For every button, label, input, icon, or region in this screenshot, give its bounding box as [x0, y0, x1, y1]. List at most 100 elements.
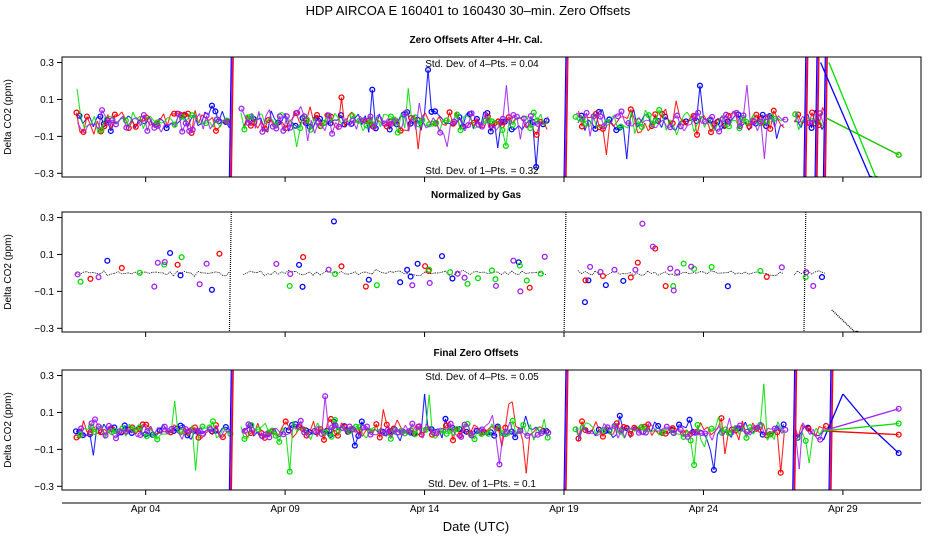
- y-tick-label: −0.1: [34, 132, 54, 143]
- series-segment: [408, 115, 413, 132]
- series-segment: [819, 428, 824, 436]
- series-segment: [145, 271, 150, 274]
- data-point: [294, 109, 301, 116]
- series-segment: [373, 115, 378, 128]
- x-tick-label: Apr 19: [549, 504, 579, 515]
- series-segment: [521, 270, 526, 275]
- series-segment: [156, 434, 162, 440]
- series-segment: [630, 109, 635, 120]
- data-point: [634, 259, 641, 266]
- series-segment: [504, 116, 510, 123]
- data-point: [449, 275, 456, 282]
- series-segment: [319, 272, 324, 276]
- data-point: [736, 422, 744, 429]
- data-point: [178, 254, 185, 261]
- series-segment: [647, 424, 653, 436]
- series-segment: [407, 88, 413, 121]
- series-segment: [380, 116, 385, 124]
- data-point: [299, 283, 306, 290]
- series-segment: [596, 125, 601, 128]
- series-segment: [312, 433, 317, 436]
- data-point: [447, 420, 454, 427]
- series-segment: [579, 425, 584, 439]
- series-segment: [516, 116, 521, 140]
- series-segment: [536, 114, 542, 121]
- plot-area: [73, 57, 902, 177]
- series-segment: [613, 425, 619, 439]
- data-point: [686, 416, 693, 423]
- series-segment: [296, 420, 302, 429]
- data-point: [207, 426, 214, 433]
- series-segment: [365, 271, 369, 274]
- data-point: [680, 260, 687, 267]
- series-segment: [585, 422, 590, 425]
- series-segment: [664, 271, 669, 275]
- series-segment: [760, 421, 765, 436]
- series-segment: [323, 270, 328, 274]
- series-segment: [425, 423, 431, 429]
- spike-line: [564, 370, 568, 490]
- series-segment: [544, 116, 549, 124]
- series-segment: [777, 118, 782, 122]
- series-segment: [136, 117, 141, 127]
- series-segment: [739, 425, 744, 432]
- series-segment: [80, 129, 85, 134]
- series-segment: [362, 125, 367, 131]
- series-gas4: [77, 393, 825, 470]
- series-segment: [394, 117, 399, 127]
- series-segment: [704, 116, 710, 122]
- data-point: [627, 430, 634, 437]
- series-segment: [386, 432, 392, 440]
- series-segment: [752, 427, 758, 435]
- series-segment: [222, 432, 227, 438]
- series-gas4: [74, 220, 817, 295]
- x-tick-label: Apr 24: [689, 504, 719, 515]
- data-point: [123, 124, 130, 131]
- data-point: [349, 117, 357, 124]
- series-segment: [703, 426, 708, 431]
- series-segment: [321, 125, 326, 131]
- series-segment: [387, 429, 392, 438]
- series-segment: [575, 112, 580, 115]
- series-segment: [443, 133, 448, 147]
- data-point: [602, 282, 609, 289]
- series-segment: [277, 271, 282, 275]
- series-segment: [303, 432, 309, 438]
- series-segment: [686, 117, 691, 126]
- panel-frame: [61, 56, 922, 178]
- series-segment: [645, 422, 650, 433]
- data-point: [297, 417, 304, 424]
- series-segment: [530, 115, 535, 126]
- data-point: [91, 416, 99, 423]
- series-segment: [623, 116, 628, 120]
- series-segment: [680, 429, 685, 437]
- data-point: [652, 117, 659, 124]
- data-point: [351, 442, 358, 449]
- series-segment: [759, 383, 765, 425]
- series-segment: [645, 119, 650, 122]
- series-segment: [818, 270, 823, 273]
- data-point: [458, 433, 465, 440]
- series-segment: [393, 270, 397, 273]
- series-segment: [592, 427, 597, 436]
- series-segment: [491, 415, 497, 438]
- series-segment: [780, 124, 785, 129]
- series-segment: [452, 272, 457, 277]
- series-segment: [128, 423, 134, 430]
- series-segment: [377, 114, 382, 118]
- series-segment: [105, 116, 110, 123]
- series-segment: [286, 432, 291, 436]
- data-point: [485, 430, 492, 437]
- data-point: [331, 416, 339, 424]
- series-segment: [156, 271, 160, 274]
- y-tick-label: −0.3: [34, 324, 54, 335]
- series-segment: [439, 119, 444, 132]
- series-segment: [225, 426, 230, 431]
- data-point: [484, 113, 491, 120]
- series-segment: [770, 434, 775, 440]
- series-segment: [379, 270, 383, 274]
- x-tick-label: Apr 14: [410, 504, 440, 515]
- x-tick-label: Apr 04: [131, 504, 161, 515]
- series-segment: [746, 431, 751, 436]
